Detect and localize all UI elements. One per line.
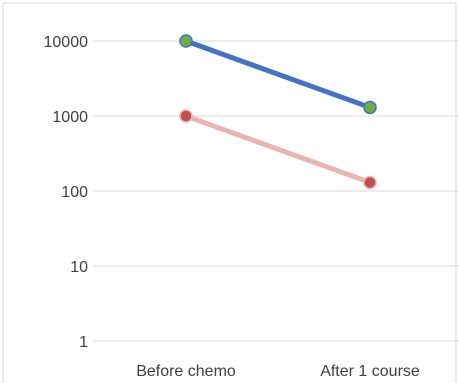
series-1-point-1	[179, 34, 193, 48]
series-2-line	[183, 113, 373, 185]
x-axis-category-labels: Before chemo After 1 course	[136, 363, 420, 380]
x-category-label-2: After 1 course	[320, 363, 420, 380]
series-1-point-2	[363, 100, 377, 115]
series-2-point-1	[179, 109, 193, 123]
series-1-line	[183, 38, 373, 110]
y-tick-label-100: 100	[61, 184, 88, 201]
series-markers	[179, 34, 377, 190]
y-axis-tick-labels: 10000 1000 100 10 1	[44, 34, 89, 351]
y-tick-label-10000: 10000	[44, 34, 89, 51]
y-tick-label-10: 10	[70, 259, 88, 276]
x-category-label-1: Before chemo	[136, 363, 236, 380]
y-tick-label-1: 1	[79, 334, 88, 351]
series-2-point-2	[363, 175, 377, 190]
gridlines	[93, 40, 459, 342]
y-tick-label-1000: 1000	[52, 109, 88, 126]
series-lines	[183, 38, 373, 185]
